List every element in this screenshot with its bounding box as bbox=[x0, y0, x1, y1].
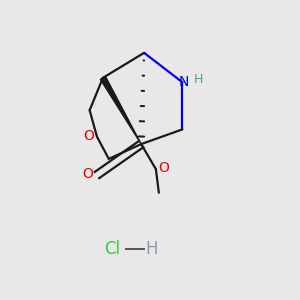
Polygon shape bbox=[100, 76, 141, 144]
Text: N: N bbox=[179, 75, 189, 89]
Text: H: H bbox=[194, 73, 203, 86]
Text: H: H bbox=[145, 240, 158, 258]
Text: O: O bbox=[83, 129, 94, 142]
Text: O: O bbox=[83, 167, 94, 182]
Text: Cl: Cl bbox=[104, 240, 120, 258]
Text: O: O bbox=[159, 161, 170, 175]
